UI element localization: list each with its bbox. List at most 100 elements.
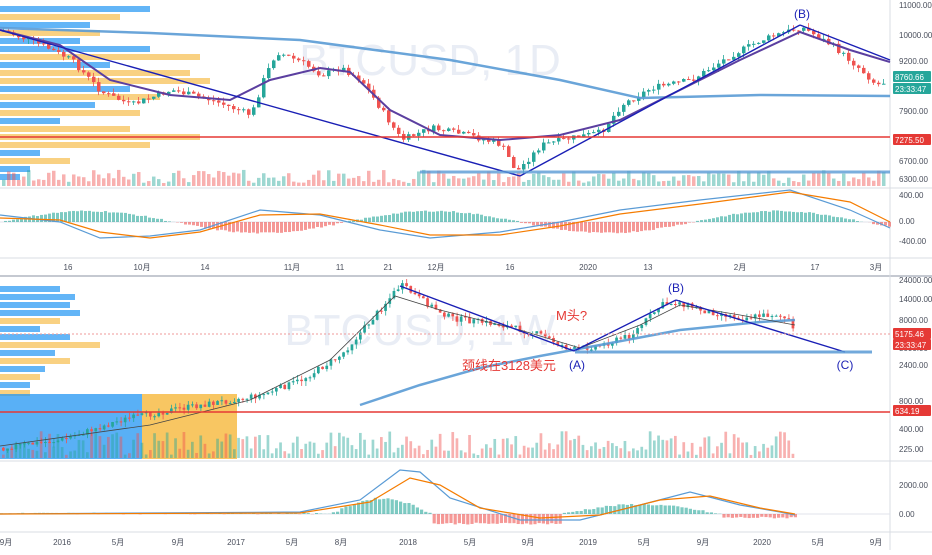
macd-histogram-bar [644,222,647,230]
macd-histogram-bar [84,211,87,222]
candle-body [342,352,345,356]
macd-histogram-bar [588,222,591,233]
candle-body [225,400,228,403]
macd-histogram-bar [472,214,475,222]
volume-bar [742,181,746,186]
candle-body [338,357,341,360]
volume-bar [254,437,257,458]
volume-bar [362,181,366,186]
volume-bar [195,453,198,458]
candle-body [590,350,593,351]
macd-histogram-bar [500,514,503,523]
macd-histogram-bar [768,212,771,222]
bottom-time-tick: 2018 [399,538,417,547]
candle-body [317,367,320,373]
candle-body [334,359,337,360]
macd-histogram-bar [444,211,447,222]
volume-bar [674,436,677,458]
macd-histogram-bar [388,215,391,222]
volume-bar [287,173,291,186]
volume-bar [762,444,765,458]
volume-bar [332,181,336,186]
volume-bar [212,451,215,458]
bottom-price-tick: 8000.00 [899,316,928,325]
macd-histogram-bar [840,217,843,222]
volume-bar [177,171,181,186]
volume-bar [615,446,618,458]
candle-body [674,304,677,305]
macd-histogram-bar [836,217,839,222]
candle-body [412,134,416,136]
candle-body [557,138,561,141]
macd-histogram-bar [424,211,427,222]
macd-histogram-bar [693,510,696,514]
volume-bar [565,431,568,458]
macd-histogram-bar [659,505,662,514]
macd-histogram-bar [550,514,553,523]
volume-bar [388,432,391,458]
bottom-time-tick: 5月 [812,538,824,547]
candle-body [451,314,454,317]
macd-histogram-bar [512,220,515,222]
macd-histogram-bar [152,218,155,222]
volume-bar [283,451,286,458]
volume-bar [313,443,316,458]
candle-body [178,407,181,408]
candle-body [44,442,47,443]
macd-histogram-bar [364,218,367,222]
macd-histogram-bar [504,219,507,222]
candle-body [707,70,711,71]
macd-histogram-bar [660,222,663,228]
top-time-tick: 13 [644,263,653,272]
candle-body [652,90,656,91]
candle-body [233,402,236,403]
macd-histogram-bar [708,219,711,222]
volume-bar [561,431,564,458]
volume-bar [727,175,731,186]
macd-histogram-bar [722,514,725,518]
macd-histogram-bar [136,216,139,222]
macd-histogram-bar [420,211,423,222]
candle-body [512,157,516,168]
candle-body [246,399,249,400]
volume-bar [162,183,166,186]
candle-body [42,43,46,44]
candle-body [617,112,621,116]
candle-body [136,415,139,416]
volume-bar [535,443,538,458]
candle-body [745,318,748,321]
candle-body [382,108,386,110]
macd-histogram-bar [563,513,566,514]
volume-profile-row [0,166,30,172]
volume-bar [462,179,466,186]
macd-histogram-bar [685,508,688,514]
macd-histogram-bar [672,506,675,514]
top-watermark: BTCUSD, 1D [299,36,561,85]
volume-bar [862,173,866,186]
candle-body [182,91,186,94]
macd-histogram-bar [628,222,631,232]
macd-histogram-bar [456,213,459,222]
bottom-trendline-c [676,300,845,352]
macd-histogram-bar [64,212,67,222]
macd-histogram-bar [888,222,891,227]
macd-histogram-bar [601,507,604,514]
candle-body [687,79,691,80]
volume-bar [393,452,396,458]
volume-bar [229,434,232,458]
volume-profile-row [0,358,70,364]
candle-body [302,60,306,61]
volume-bar [522,182,526,186]
volume-bar [222,172,226,186]
candle-body [208,402,211,407]
candle-body [430,305,433,307]
volume-bar [552,180,556,186]
bottom-time-tick: 2020 [753,538,771,547]
volume-bar [485,444,488,458]
volume-profile-row [0,334,70,340]
macd-histogram-bar [368,218,371,222]
volume-bar [90,434,93,458]
neckline-annotation: 颈线在3128美元 [462,358,556,373]
volume-bar [166,433,169,458]
candle-body [527,162,531,164]
